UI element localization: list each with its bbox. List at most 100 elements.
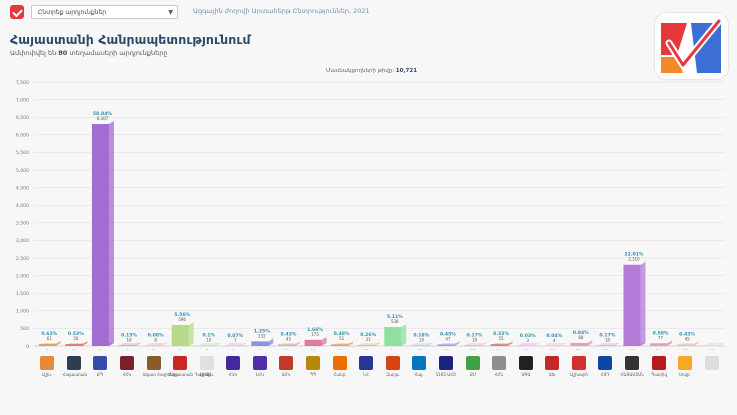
bar-value-label: 45 [286, 336, 292, 341]
bar-side [108, 120, 114, 347]
party-item[interactable]: Արմեն. [195, 356, 219, 377]
party-item[interactable]: Ազատ Հայրենիք [142, 356, 177, 377]
bar-top [118, 342, 141, 346]
party-item[interactable]: Աշխարհ [567, 356, 591, 377]
bar-16: 0.45%47 16 [437, 331, 460, 350]
bar-base [145, 343, 168, 346]
party-item[interactable]: 5165 ԱՀՇ [434, 356, 458, 377]
y-tick-label: 5,000 [16, 168, 29, 174]
results-selector[interactable]: Ընտրեք արդյունքներ ▼ [31, 5, 178, 19]
party-logo-icon [120, 356, 135, 370]
x-tick-label: 14 [390, 349, 396, 350]
bar-front [331, 344, 349, 346]
voters-label: Մասնակցողների թիվը: [326, 68, 395, 74]
party-name: Աշխարհ [569, 372, 588, 377]
party-logo-icon [571, 356, 586, 370]
x-tick-label: 11 [310, 349, 316, 350]
y-tick-label: 2,500 [16, 256, 29, 262]
bar-percent-label: 58.84% [93, 111, 113, 117]
bar-side [55, 340, 61, 346]
party-item[interactable]: ՔՊ [88, 356, 112, 377]
bar-side [348, 341, 354, 346]
bar-side [587, 339, 593, 346]
bar-value-label: 132 [258, 333, 266, 338]
bar-top [543, 342, 566, 346]
party-logo-icon [226, 356, 241, 370]
party-item[interactable]: Սովբ. [673, 356, 697, 377]
party-item[interactable]: ՀՀԿ [115, 356, 139, 377]
y-tick-label: 500 [20, 326, 29, 332]
party-item[interactable]: Հայաստան Դաշինք [168, 356, 211, 377]
party-name: Հայաստան Դաշինք [168, 372, 211, 377]
bar-percent-label: 0.08% [148, 333, 164, 339]
bar-top [304, 336, 327, 340]
bar-percent-label: 0.53% [68, 331, 84, 337]
bar-top [623, 261, 646, 265]
bar-value-label: 8 [154, 338, 157, 343]
subtitle-prefix: Ամփոփվել են [10, 49, 57, 57]
party-item[interactable]: Պատիվ [647, 356, 671, 377]
party-name: ՀՀՆ [494, 372, 504, 377]
breadcrumb[interactable]: Ազգային ժողովի Արտահերթ Ընտրություններ, … [193, 7, 370, 15]
party-item[interactable]: ՀԿԿ [221, 356, 245, 377]
bar-base [517, 343, 540, 346]
bar-side [667, 340, 673, 346]
party-name: Հայաստան [62, 372, 87, 377]
bar-base [596, 343, 619, 346]
party-item[interactable]: ԱԳԱ [514, 356, 538, 377]
party-item[interactable]: Աշխ. [35, 356, 59, 377]
party-name: ՀԿԿ [228, 372, 238, 377]
bar-top [91, 120, 114, 124]
x-tick-label: 24 [656, 349, 662, 350]
bar-front [357, 344, 375, 346]
results-selector-value: Ընտրեք արդյունքներ [38, 9, 107, 16]
party-item[interactable]: ՀՀՆ [487, 356, 511, 377]
y-tick-label: 4,000 [16, 203, 29, 209]
x-tick-label: 25 [682, 349, 688, 350]
party-logo-icon [332, 356, 347, 370]
x-tick-label: 20 [549, 349, 555, 350]
party-item[interactable]: ԱԽ [540, 356, 564, 377]
party-logo-icon [173, 356, 188, 370]
party-item[interactable]: ԼՀԿ [248, 356, 272, 377]
bar-13: 0.26%31 13 [357, 332, 380, 350]
party-item[interactable]: ՔՄ [461, 356, 485, 377]
party-item[interactable]: ՀՅԴ [593, 356, 617, 377]
y-tick-label: 6,500 [16, 115, 29, 121]
bar-front [490, 344, 508, 346]
party-name: Հայ. [414, 372, 424, 377]
bar-front [570, 342, 588, 346]
party-logo-icon [385, 356, 400, 370]
party-item[interactable]: ՊՊ [301, 356, 325, 377]
bar-front [251, 341, 269, 346]
bar-top [224, 342, 247, 346]
subtitle-count: 80 [58, 49, 68, 57]
bar-percent-label: 0.17% [467, 332, 483, 338]
bar-front [38, 343, 56, 346]
bar-side [321, 336, 327, 346]
bar-value-label: 45 [685, 336, 691, 341]
bar-top [145, 342, 168, 346]
party-item[interactable]: ՆՀ [354, 356, 378, 377]
party-item[interactable]: Հանր. [328, 356, 352, 377]
bar-4: 0.15%16 4 [118, 332, 141, 350]
bar-percent-label: 1.66% [307, 327, 323, 333]
bar-top [251, 338, 274, 342]
x-tick-label: 3 [99, 349, 102, 350]
party-name: ԱԽ [548, 372, 556, 377]
party-item[interactable]: Զարթ. [381, 356, 405, 377]
bar-value-label: 175 [311, 332, 319, 337]
party-item[interactable] [700, 356, 724, 372]
app-check-icon[interactable] [10, 5, 24, 19]
x-tick-label: 7 [205, 349, 208, 350]
party-item[interactable]: Հայաստան [62, 356, 87, 377]
bar-side [427, 342, 433, 346]
party-item[interactable]: ԱՀԿ [274, 356, 298, 377]
bar-value-label: 6,307 [97, 116, 109, 121]
y-tick-label: 0 [26, 344, 29, 350]
party-logo-icon [704, 356, 719, 370]
party-item[interactable]: ՀԱՅԱՍՏԱՆ [620, 356, 644, 377]
party-item[interactable]: Հայ. [407, 356, 431, 377]
x-tick-label: 1 [46, 349, 49, 350]
bar-percent-label: 0.43% [281, 331, 297, 337]
